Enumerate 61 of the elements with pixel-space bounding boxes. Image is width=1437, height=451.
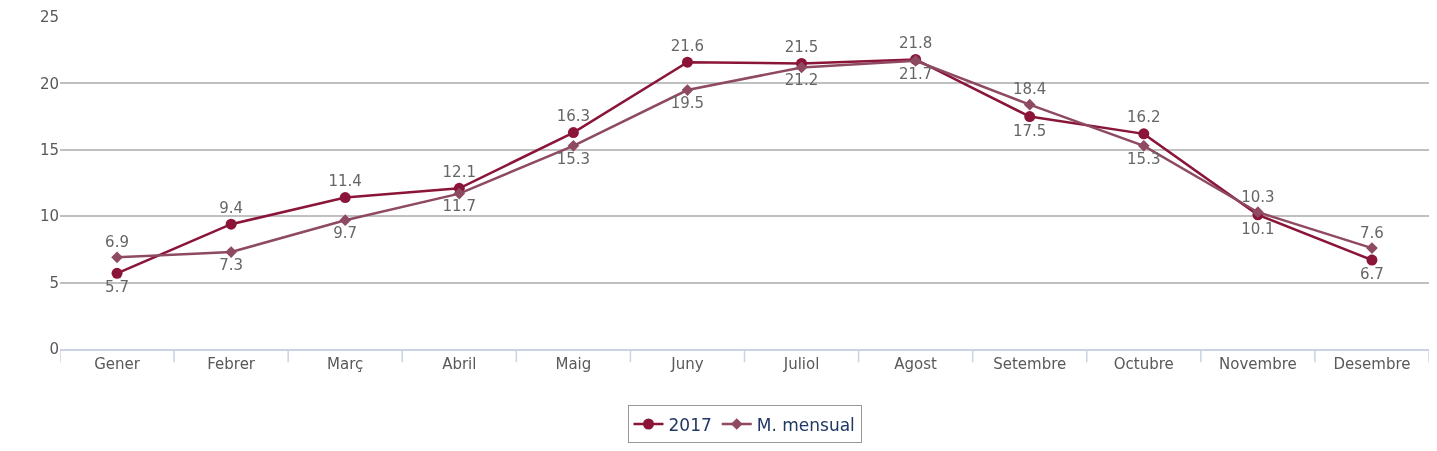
x-tick-label: Març — [327, 355, 364, 373]
data-label: 7.3 — [219, 255, 244, 274]
data-label: 21.8 — [898, 33, 933, 52]
data-label: 12.1 — [442, 162, 476, 181]
y-tick-label: 5 — [49, 273, 59, 292]
legend-label: 2017 — [668, 414, 712, 435]
point — [453, 187, 466, 200]
point — [225, 218, 237, 230]
data-label: 21.2 — [784, 71, 819, 90]
data-label: 21.5 — [784, 37, 819, 56]
data-label: 17.5 — [1013, 121, 1047, 140]
x-tick-label: Octubre — [1113, 355, 1174, 373]
legend-label: M. mensual — [756, 414, 855, 435]
x-tick-label: Setembre — [993, 355, 1067, 373]
y-tick-label: 15 — [39, 141, 59, 160]
data-label: 9.7 — [333, 224, 358, 243]
y-tick-label: 20 — [39, 74, 59, 93]
point — [111, 251, 123, 264]
y-tick-label: 0 — [49, 340, 59, 359]
x-tick-label: Abril — [442, 355, 477, 373]
point — [339, 214, 352, 227]
data-label: 6.7 — [1360, 265, 1384, 284]
point — [1137, 139, 1150, 152]
data-label: 6.9 — [105, 232, 129, 251]
point — [567, 127, 579, 139]
data-label: 5.7 — [105, 278, 129, 297]
data-label: 21.6 — [670, 36, 705, 55]
point — [1024, 111, 1036, 123]
point — [225, 246, 237, 258]
x-tick-label: Desembre — [1333, 355, 1411, 373]
point — [1023, 98, 1036, 111]
data-label: 11.4 — [328, 171, 362, 190]
data-label: 11.7 — [442, 197, 476, 216]
data-label: 9.4 — [219, 198, 244, 217]
x-tick-label: Febrer — [207, 355, 256, 373]
point — [339, 192, 351, 204]
x-tick-label: Maig — [555, 355, 592, 373]
point — [681, 56, 693, 68]
data-label: 7.6 — [1360, 223, 1384, 242]
point — [1366, 254, 1378, 266]
data-label: 21.7 — [898, 64, 933, 83]
x-tick-label: Agost — [894, 355, 938, 373]
x-tick-label: Gener — [94, 355, 141, 373]
data-label: 18.4 — [1013, 80, 1047, 99]
data-label: 16.2 — [1127, 108, 1161, 127]
data-label: 16.3 — [556, 106, 591, 125]
data-label: 10.3 — [1241, 187, 1275, 206]
data-label: 19.5 — [670, 93, 705, 112]
point — [795, 61, 808, 74]
point — [681, 84, 694, 96]
x-tick-label: Juliol — [782, 355, 820, 373]
y-tick-label: 10 — [39, 207, 59, 226]
x-tick-label: Novembre — [1219, 355, 1297, 373]
data-label: 15.3 — [556, 149, 591, 168]
point — [567, 139, 580, 152]
point — [111, 267, 123, 279]
data-label: 10.1 — [1241, 219, 1275, 238]
y-tick-label: 25 — [39, 8, 59, 27]
x-tick-label: Juny — [670, 355, 704, 373]
data-label: 15.3 — [1127, 149, 1161, 168]
point — [1138, 128, 1150, 140]
